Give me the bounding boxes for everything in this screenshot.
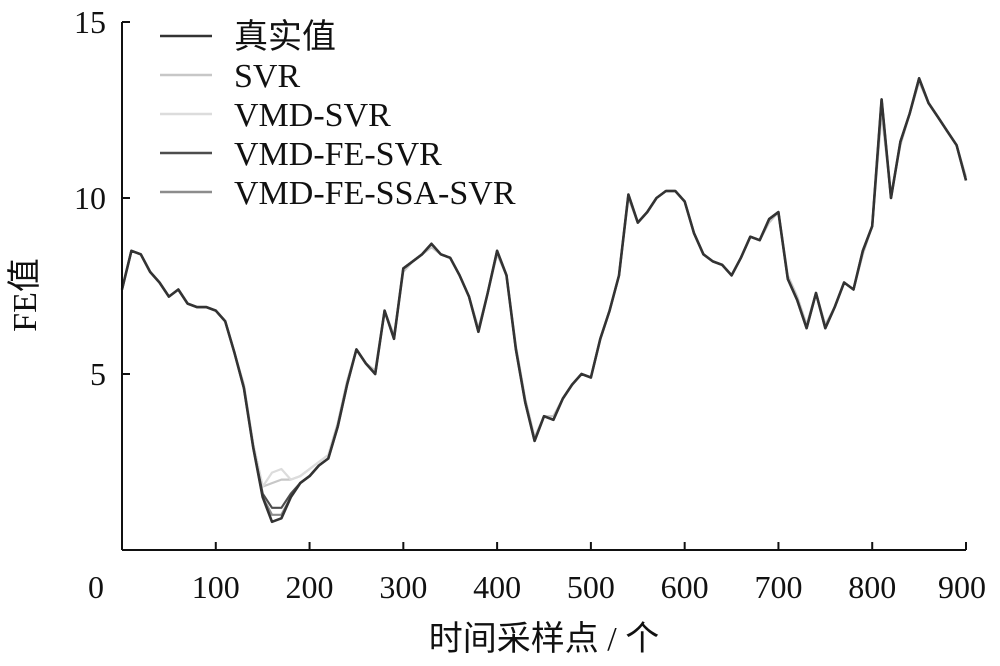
x-tick-label: 800 [848, 569, 896, 605]
y-tick-label: 10 [74, 180, 106, 216]
y-tick-label: 15 [74, 4, 106, 40]
x-tick-label: 100 [192, 569, 240, 605]
y-tick-label: 5 [90, 356, 106, 392]
legend-label-0: 真实值 [234, 18, 336, 56]
x-tick-label: 0 [88, 569, 104, 605]
series-layer [120, 77, 968, 524]
legend-label-1: SVR [234, 58, 300, 95]
x-tick-label: 400 [473, 569, 521, 605]
x-tick-label: 700 [754, 569, 802, 605]
x-tick-label: 600 [661, 569, 709, 605]
x-tick-label: 200 [286, 569, 334, 605]
x-tick-label: 500 [567, 569, 615, 605]
x-tick-label: 900 [938, 569, 986, 605]
x-axis-title: 时间采样点 / 个 [429, 620, 659, 658]
legend-label-2: VMD-SVR [234, 97, 391, 134]
series-line-0 [120, 77, 968, 524]
legend-label-3: VMD-FE-SVR [234, 136, 442, 173]
x-tick-label: 300 [379, 569, 427, 605]
legend-label-4: VMD-FE-SSA-SVR [234, 175, 516, 212]
ticks: 0 100 200 300 400 500 600 700 800 900 5 10 15 [74, 4, 986, 605]
axes [121, 22, 966, 551]
y-axis-title: FE值 [6, 258, 44, 332]
